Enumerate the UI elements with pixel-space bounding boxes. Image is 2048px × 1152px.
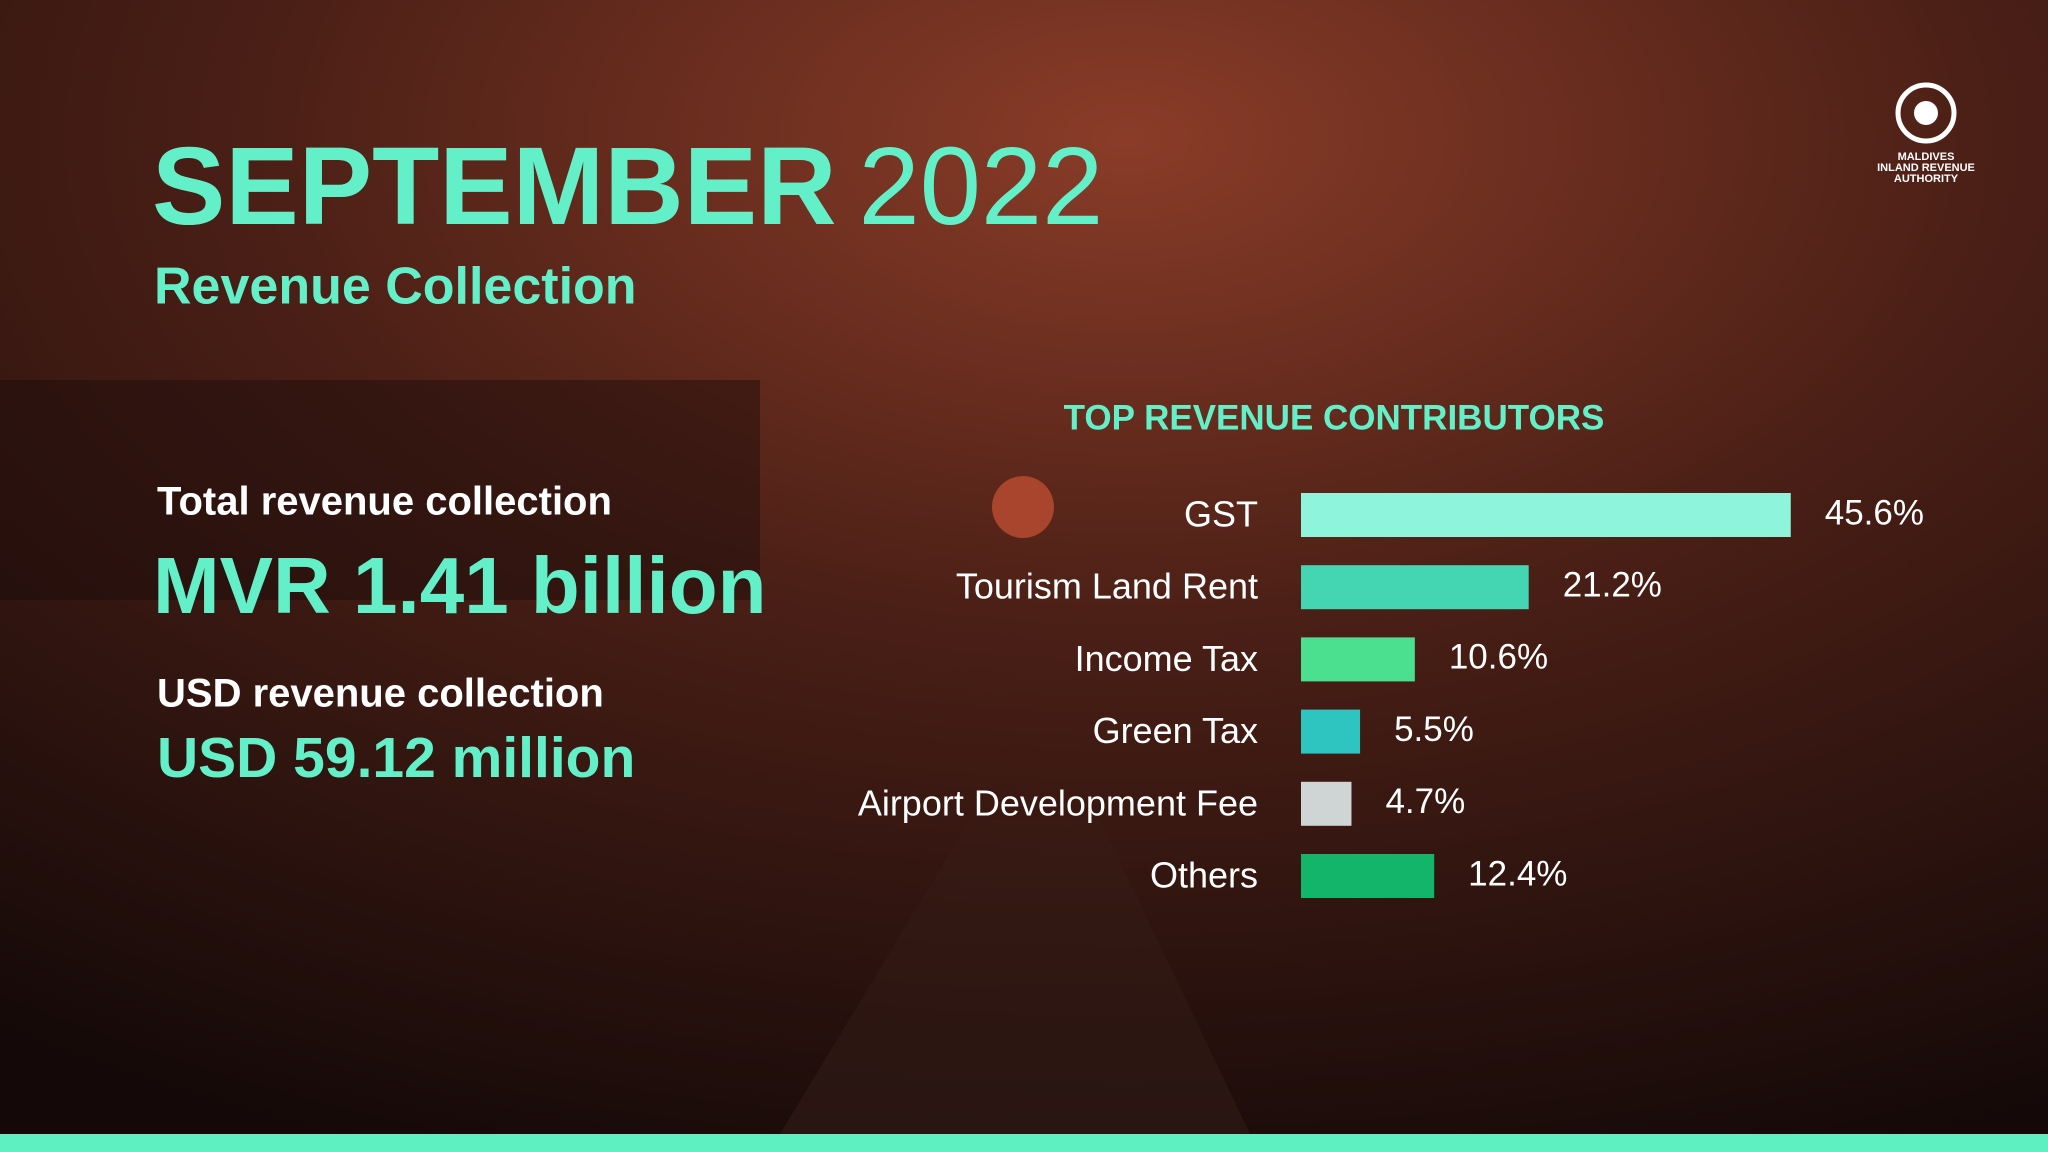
- value-label: 12.4%: [1468, 854, 1567, 893]
- logo-emblem-core: [1914, 101, 1938, 125]
- logo-text: AUTHORITY: [1894, 173, 1959, 185]
- tree-line: [0, 380, 760, 600]
- stat-label: USD revenue collection: [157, 672, 604, 716]
- stat-value: USD 59.12 million: [157, 726, 635, 790]
- logo: MALDIVES INLAND REVENUE AUTHORITY: [1877, 82, 1975, 185]
- bottom-strip: [0, 1134, 2048, 1152]
- logo-text: INLAND REVENUE: [1877, 162, 1975, 174]
- subtitle: Revenue Collection: [154, 258, 637, 316]
- bar: [1301, 781, 1352, 826]
- bar: [1301, 637, 1415, 682]
- bar: [1301, 709, 1361, 754]
- sun: [992, 476, 1054, 538]
- value-label: 45.6%: [1825, 493, 1924, 532]
- bar: [1301, 565, 1529, 610]
- page-title: SEPTEMBER 2022: [152, 125, 1103, 248]
- title-year: 2022: [859, 125, 1104, 248]
- value-label: 4.7%: [1385, 782, 1465, 821]
- category-label: Green Tax: [1093, 710, 1258, 751]
- stat-value: MVR 1.41 billion: [153, 541, 766, 630]
- logo-text: MALDIVES: [1898, 151, 1955, 163]
- category-label: Tourism Land Rent: [956, 566, 1258, 607]
- category-label: Airport Development Fee: [858, 782, 1258, 823]
- category-label: Others: [1150, 855, 1258, 896]
- bar: [1301, 493, 1791, 537]
- value-label: 5.5%: [1394, 710, 1474, 749]
- chart-title: TOP REVENUE CONTRIBUTORS: [1064, 398, 1605, 437]
- bar: [1301, 854, 1435, 898]
- stat-label: Total revenue collection: [157, 480, 612, 524]
- value-label: 10.6%: [1449, 638, 1548, 677]
- pier: [780, 820, 1250, 1134]
- title-month: SEPTEMBER: [152, 125, 837, 248]
- category-label: GST: [1184, 494, 1258, 535]
- logo-emblem: [1895, 82, 1957, 144]
- category-label: Income Tax: [1075, 638, 1258, 679]
- value-label: 21.2%: [1563, 565, 1662, 604]
